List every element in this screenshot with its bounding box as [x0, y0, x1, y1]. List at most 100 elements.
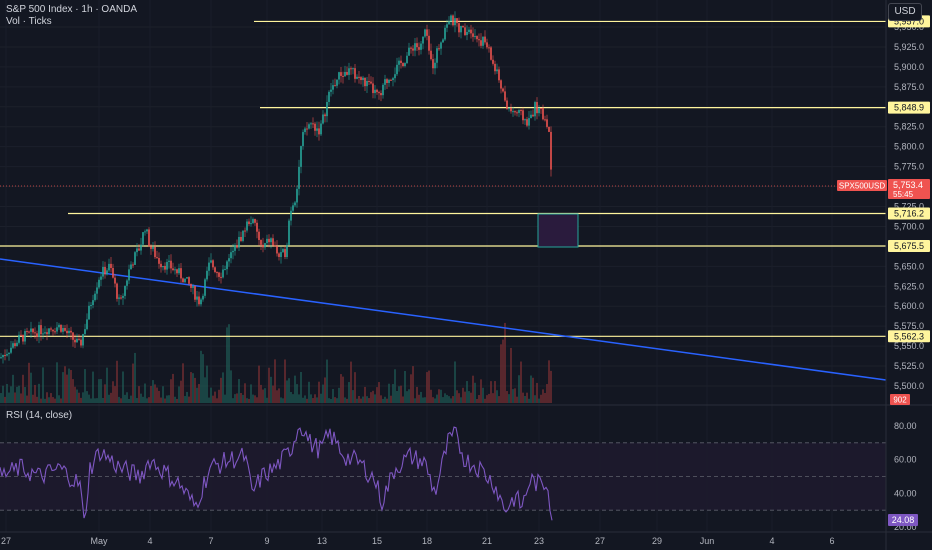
volume-bar	[418, 394, 420, 403]
candle-body	[400, 60, 402, 64]
candle-body	[446, 24, 448, 28]
volume-bars	[0, 322, 552, 403]
volume-bar	[78, 392, 80, 403]
candle-body	[328, 91, 330, 102]
volume-value: 902	[893, 396, 907, 405]
currency-button[interactable]: USD	[888, 3, 922, 21]
volume-bar	[532, 377, 534, 403]
volume-bar	[428, 370, 430, 403]
volume-bar	[128, 398, 130, 403]
horizontal-levels[interactable]	[0, 20, 886, 337]
candle-body	[358, 76, 360, 78]
candle-body	[322, 114, 324, 124]
candle-body	[150, 246, 152, 249]
volume-bar	[498, 396, 500, 403]
volume-bar	[426, 372, 428, 403]
volume-bar	[330, 398, 332, 403]
volume-bar	[144, 383, 146, 403]
candle-body	[64, 328, 66, 331]
volume-bar	[94, 398, 96, 403]
candle-body	[420, 43, 422, 50]
rsi-indicator-label[interactable]: RSI (14, close)	[6, 410, 73, 421]
chart-title[interactable]: S&P 500 Index · 1h · OANDA	[6, 4, 137, 15]
candle-body	[374, 89, 376, 94]
volume-bar	[488, 393, 490, 403]
volume-bar	[446, 394, 448, 403]
volume-bar	[444, 393, 446, 403]
candle-body	[452, 15, 454, 26]
time-axis[interactable]: 27 May 4 7 9 13 15 18 21 23 27 29 Jun 4 6	[1, 536, 835, 546]
volume-bar	[204, 377, 206, 403]
last-price-badge: 5,753.4 55:45	[888, 179, 930, 199]
candle-body	[544, 119, 546, 121]
candle-body	[218, 272, 220, 277]
volume-bar	[44, 398, 46, 403]
trendline[interactable]	[0, 258, 887, 381]
volume-bar	[20, 393, 22, 403]
candle-body	[76, 338, 78, 343]
volume-bar	[348, 382, 350, 403]
price-tick-label: 5,800.0	[894, 142, 924, 152]
candle-body	[348, 68, 350, 75]
candle-body	[402, 63, 404, 67]
candle-body	[288, 220, 290, 245]
volume-bar	[318, 381, 320, 403]
volume-bar	[0, 393, 2, 403]
candle-body	[306, 128, 308, 130]
volume-bar	[168, 395, 170, 403]
volume-bar	[372, 390, 374, 403]
candle-body	[474, 36, 476, 38]
volume-bar	[40, 398, 42, 403]
rsi-axis[interactable]: 80.00 60.00 40.00 20.00	[894, 421, 917, 532]
volume-indicator-label[interactable]: Vol · Ticks	[6, 16, 52, 27]
time-tick-label: May	[90, 536, 108, 546]
candle-body	[412, 48, 414, 51]
candle-body	[464, 27, 466, 36]
volume-bar	[200, 350, 202, 403]
candle-body	[270, 238, 272, 243]
rsi-line	[0, 426, 553, 521]
volume-bar	[458, 393, 460, 403]
volume-bar	[452, 396, 454, 403]
volume-bar	[56, 362, 58, 403]
volume-bar	[228, 324, 230, 403]
time-tick-label: 7	[208, 536, 213, 546]
candle-body	[36, 333, 38, 337]
volume-bar	[310, 394, 312, 403]
candle-body	[536, 102, 538, 114]
volume-bar	[222, 372, 224, 403]
candle-body	[210, 260, 212, 263]
volume-bar	[468, 391, 470, 403]
volume-bar	[66, 374, 68, 403]
rectangle-zone[interactable]	[537, 213, 579, 248]
volume-bar	[382, 398, 384, 403]
candle-body	[298, 166, 300, 189]
volume-bar	[492, 393, 494, 403]
volume-bar	[170, 379, 172, 403]
candle-body	[508, 107, 510, 109]
candle-body	[312, 123, 314, 125]
candle-body	[46, 332, 48, 335]
volume-bar	[122, 371, 124, 403]
volume-bar	[450, 398, 452, 403]
volume-bar	[236, 393, 238, 403]
rsi-last-value: 24.08	[892, 515, 915, 525]
volume-bar	[456, 390, 458, 403]
volume-bar	[22, 374, 24, 403]
volume-bar	[308, 381, 310, 403]
volume-bar	[436, 394, 438, 403]
candle-body	[124, 285, 126, 296]
volume-bar	[430, 389, 432, 403]
candle-body	[268, 238, 270, 243]
volume-bar	[238, 379, 240, 403]
volume-bar	[368, 398, 370, 403]
time-tick-label: 18	[422, 536, 432, 546]
volume-bar	[6, 383, 8, 403]
volume-bar	[350, 361, 352, 403]
volume-bar	[502, 339, 504, 403]
candle-body	[540, 108, 542, 110]
price-axis[interactable]: 5,950.05,925.05,900.05,875.05,850.05,825…	[894, 22, 924, 391]
volume-bar	[206, 365, 208, 403]
volume-bar	[2, 385, 4, 403]
